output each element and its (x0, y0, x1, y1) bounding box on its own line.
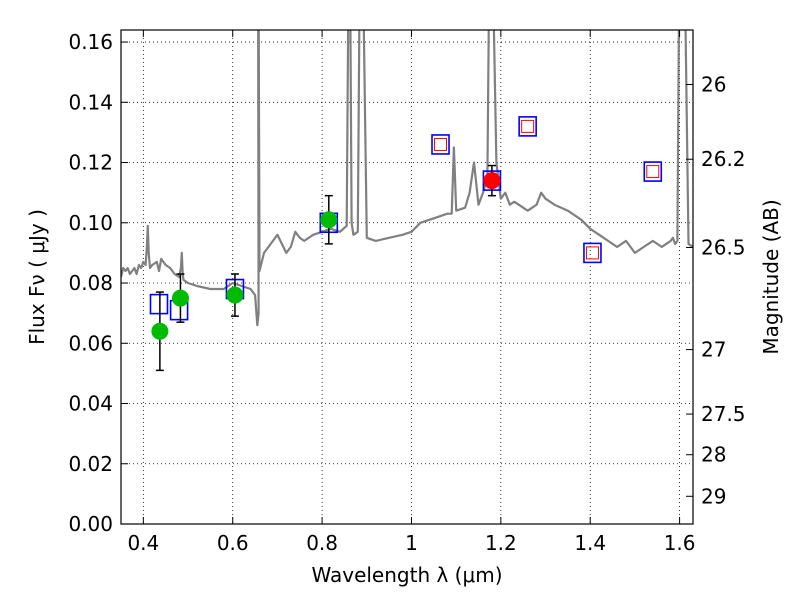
x-tick-label: 0.6 (217, 531, 249, 555)
y-tick-label: 0.10 (68, 211, 113, 235)
data-point (320, 211, 338, 229)
y-tick-label: 0.02 (68, 452, 113, 476)
model-spectrum (121, 30, 693, 327)
y-tick-label: 0.00 (68, 512, 113, 536)
limit-square (585, 246, 599, 260)
plot-area (121, 30, 693, 524)
y-axis-title: Flux Fν ( μJy ) (25, 209, 49, 345)
x-tick-label: 1.2 (485, 531, 517, 555)
model-square (149, 293, 169, 315)
y-tick-label: 0.04 (68, 392, 113, 416)
model-square (583, 242, 602, 264)
data-point (483, 172, 501, 190)
right-axis-ticks: 26 26.2 26.5 27 27.5 28 29 (686, 73, 746, 508)
right-tick-label: 26.2 (701, 147, 746, 171)
x-tick-label: 0.4 (127, 531, 159, 555)
data-point (151, 322, 169, 340)
y-tick-label: 0.14 (68, 90, 113, 114)
right-tick-label: 28 (701, 443, 726, 467)
right-tick-label: 26 (701, 73, 726, 97)
plot-frame (120, 29, 694, 525)
right-tick-label: 26.5 (701, 235, 746, 259)
right-tick-label: 27 (701, 338, 726, 362)
y-tick-label: 0.12 (68, 151, 113, 175)
y-axis-ticks: 0.00 0.02 0.04 0.06 0.08 0.10 0.12 0.14 0.16 (68, 30, 128, 536)
right-tick-label: 29 (701, 484, 726, 508)
photometry-markers (149, 116, 663, 372)
x-axis-ticks: 0.4 0.6 0.8 1 1.2 1.4 1.6 (127, 30, 696, 555)
x-tick-label: 1 (405, 531, 418, 555)
limit-square (521, 119, 535, 133)
y-tick-label: 0.06 (68, 331, 113, 355)
model-square (518, 116, 537, 137)
x-tick-label: 1.6 (664, 531, 696, 555)
x-tick-label: 1.4 (574, 531, 606, 555)
spectrum-line (121, 30, 693, 327)
right-axis-title: Magnitude (AB) (759, 199, 783, 354)
model-square (643, 161, 663, 182)
y-tick-label: 0.16 (68, 30, 113, 54)
limit-square (646, 165, 660, 179)
model-square (431, 134, 450, 155)
x-axis-title: Wavelength λ (μm) (311, 563, 502, 587)
y-tick-label: 0.08 (68, 271, 113, 295)
data-point (226, 286, 244, 304)
limit-square (434, 137, 448, 151)
data-point (171, 289, 189, 307)
right-tick-label: 27.5 (701, 402, 746, 426)
x-tick-label: 0.8 (306, 531, 338, 555)
